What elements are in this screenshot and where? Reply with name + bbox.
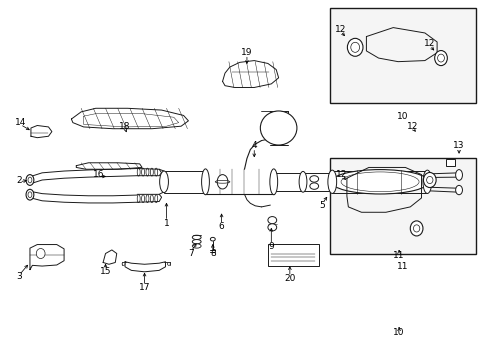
Text: 10: 10 xyxy=(392,328,404,337)
Ellipse shape xyxy=(122,262,125,265)
Text: 12: 12 xyxy=(423,39,435,48)
Ellipse shape xyxy=(142,168,144,176)
Ellipse shape xyxy=(309,183,318,189)
Text: 9: 9 xyxy=(268,242,274,251)
Ellipse shape xyxy=(146,168,149,176)
Ellipse shape xyxy=(346,39,362,56)
Text: 2: 2 xyxy=(17,176,22,185)
Ellipse shape xyxy=(423,172,435,188)
Ellipse shape xyxy=(267,224,276,231)
Text: 12: 12 xyxy=(334,25,346,34)
Ellipse shape xyxy=(137,168,140,176)
Text: 4: 4 xyxy=(251,141,257,150)
Ellipse shape xyxy=(299,171,306,192)
Text: 11: 11 xyxy=(396,262,408,271)
Text: 14: 14 xyxy=(15,118,26,127)
Ellipse shape xyxy=(309,176,318,182)
Ellipse shape xyxy=(434,50,447,66)
Ellipse shape xyxy=(409,221,422,236)
Text: 11: 11 xyxy=(392,251,404,260)
Ellipse shape xyxy=(142,195,144,203)
Text: 12: 12 xyxy=(336,170,347,179)
Ellipse shape xyxy=(192,235,201,239)
Ellipse shape xyxy=(146,195,149,203)
Ellipse shape xyxy=(26,175,34,185)
Ellipse shape xyxy=(167,262,170,265)
Ellipse shape xyxy=(26,189,34,200)
Ellipse shape xyxy=(422,170,431,193)
Ellipse shape xyxy=(260,111,296,145)
Ellipse shape xyxy=(155,168,158,176)
Text: 13: 13 xyxy=(452,141,464,150)
Ellipse shape xyxy=(330,170,428,194)
Ellipse shape xyxy=(36,248,45,258)
Ellipse shape xyxy=(350,42,359,52)
Text: 1: 1 xyxy=(163,219,169,228)
Text: 16: 16 xyxy=(92,170,104,179)
Ellipse shape xyxy=(28,177,32,183)
Text: 19: 19 xyxy=(241,48,252,57)
Ellipse shape xyxy=(192,244,201,248)
Ellipse shape xyxy=(413,225,419,232)
Text: 12: 12 xyxy=(406,122,418,131)
Ellipse shape xyxy=(269,169,277,195)
Ellipse shape xyxy=(150,195,153,203)
Text: 15: 15 xyxy=(100,267,111,276)
Bar xyxy=(329,158,475,253)
Text: 10: 10 xyxy=(396,112,408,121)
Ellipse shape xyxy=(327,170,336,193)
Ellipse shape xyxy=(159,171,168,193)
Ellipse shape xyxy=(217,175,227,189)
Text: 17: 17 xyxy=(139,283,150,292)
Bar xyxy=(329,8,475,103)
Text: 7: 7 xyxy=(187,249,193,258)
Bar xyxy=(267,244,319,266)
Ellipse shape xyxy=(210,237,215,241)
Ellipse shape xyxy=(267,217,276,224)
Ellipse shape xyxy=(155,195,158,203)
Ellipse shape xyxy=(201,169,209,195)
Text: 18: 18 xyxy=(119,122,130,131)
Ellipse shape xyxy=(137,195,140,203)
Ellipse shape xyxy=(192,239,201,244)
Ellipse shape xyxy=(150,168,153,176)
Text: 20: 20 xyxy=(284,274,295,283)
Ellipse shape xyxy=(455,170,462,180)
Ellipse shape xyxy=(437,54,444,62)
Ellipse shape xyxy=(28,192,32,198)
Text: 5: 5 xyxy=(319,201,325,210)
Text: 8: 8 xyxy=(209,249,215,258)
Text: 6: 6 xyxy=(218,222,224,231)
Ellipse shape xyxy=(455,185,462,195)
Bar xyxy=(445,159,454,166)
Ellipse shape xyxy=(426,176,432,184)
Text: 3: 3 xyxy=(16,272,22,281)
